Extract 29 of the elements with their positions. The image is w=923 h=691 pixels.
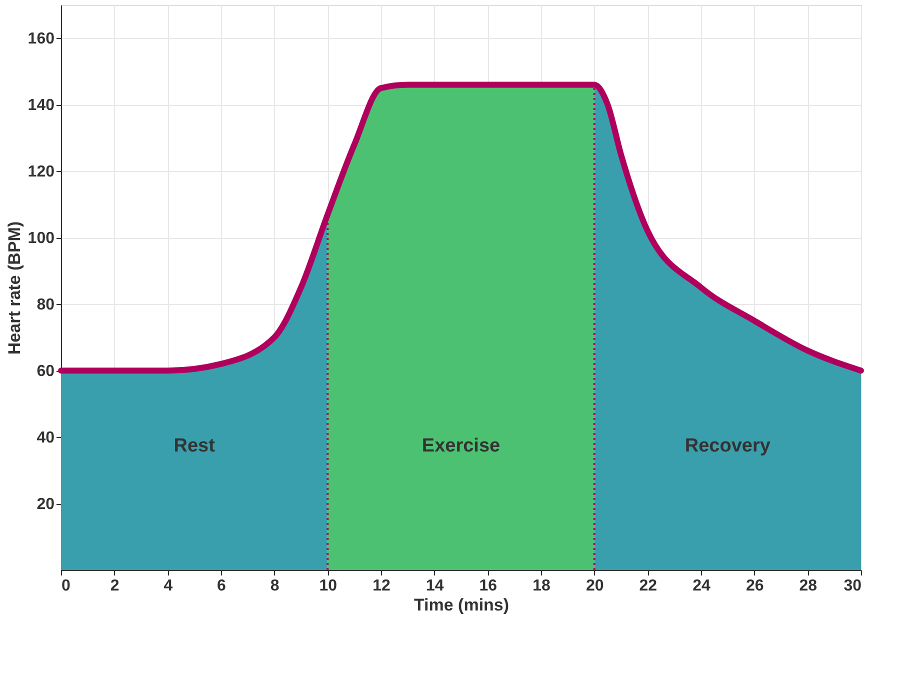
annotation: Rest bbox=[174, 436, 216, 457]
x-tick-label: 8 bbox=[270, 578, 280, 594]
y-tick-label: 120 bbox=[28, 164, 55, 181]
x-tick-label: 4 bbox=[164, 578, 173, 594]
x-tick-label: 18 bbox=[532, 578, 550, 594]
x-tick-label: 6 bbox=[217, 578, 226, 594]
x-tick-label: 24 bbox=[692, 578, 710, 594]
y-tick-label: 20 bbox=[36, 496, 55, 514]
x-tick-label: 20 bbox=[586, 578, 604, 594]
x-tick-label: 22 bbox=[639, 578, 658, 594]
annotation: Exercise bbox=[422, 436, 500, 457]
y-tick-label: 60 bbox=[36, 363, 55, 380]
annotation: Recovery bbox=[684, 436, 771, 457]
y-tick-label: 100 bbox=[28, 230, 55, 248]
y-tick-label: 160 bbox=[28, 30, 55, 48]
y-tick-label: 40 bbox=[36, 430, 55, 447]
x-tick-label: 28 bbox=[799, 578, 818, 594]
x-axis-title: Time (mins) bbox=[414, 596, 510, 614]
x-tick-label: 12 bbox=[372, 578, 390, 594]
x-tick-label: 14 bbox=[426, 578, 444, 594]
x-tick-label: 30 bbox=[844, 578, 862, 594]
y-tick-label: 140 bbox=[28, 97, 55, 114]
x-tick-label: 0 bbox=[62, 578, 70, 594]
y-tick-label: 80 bbox=[36, 296, 55, 314]
x-tick-label: 10 bbox=[319, 578, 338, 594]
y-axis-title: Heart rate (BPM) bbox=[4, 221, 24, 355]
x-tick-label: 2 bbox=[110, 578, 120, 594]
x-tick-label: 16 bbox=[479, 578, 498, 594]
x-tick-label: 26 bbox=[746, 578, 764, 594]
